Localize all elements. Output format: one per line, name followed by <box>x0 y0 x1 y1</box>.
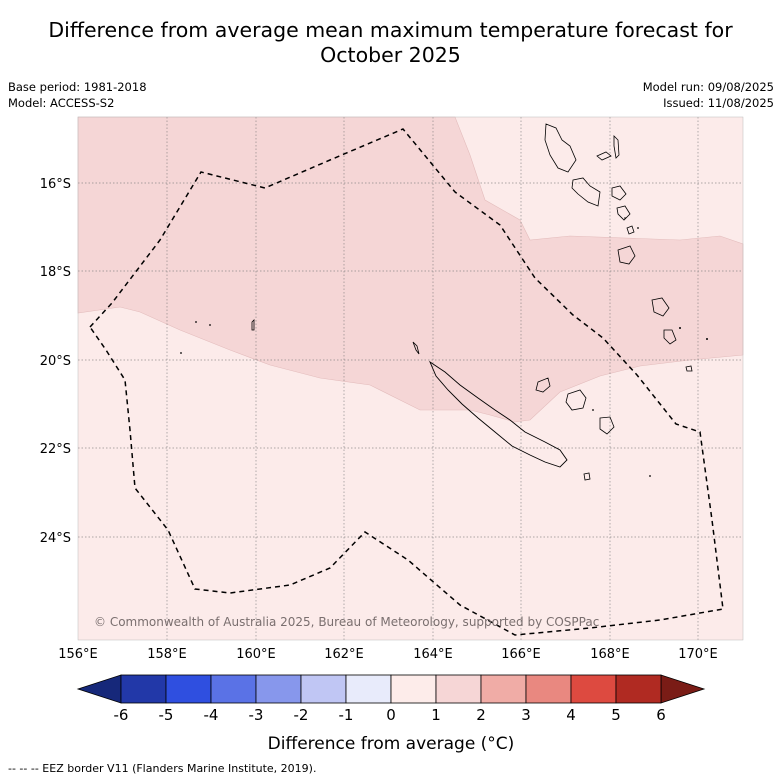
y-tick-label: 24°S <box>40 531 71 546</box>
eez-border <box>89 128 724 636</box>
colorbar-label: Difference from average (°C) <box>268 734 515 754</box>
colorbar-tick-label: 1 <box>431 706 441 724</box>
colorbar: -6 -5 -4 -3 -2 -1 0 1 2 3 4 5 6 <box>76 674 706 724</box>
y-axis-ticks: 16°S 18°S 20°S 22°S 24°S <box>40 177 71 546</box>
colorbar-cell <box>300 674 347 704</box>
y-tick-label: 20°S <box>40 354 71 369</box>
colorbar-tick-label: -4 <box>204 706 219 724</box>
mare-island <box>599 416 615 435</box>
base-period: Base period: 1981-2018 <box>8 80 147 94</box>
meta-left: Base period: 1981-2018 Model: ACCESS-S2 <box>8 79 147 111</box>
x-tick-label: 166°E <box>501 647 541 662</box>
colorbar-cell <box>255 674 302 704</box>
meta-right: Model run: 09/08/2025 Issued: 11/08/2025 <box>643 79 774 111</box>
colorbar-cell <box>615 674 662 704</box>
colorbar-tick-label: 5 <box>611 706 621 724</box>
moderate-warm-region <box>77 116 744 423</box>
erromango-island <box>617 245 636 265</box>
colorbar-cell <box>165 674 212 704</box>
x-tick-label: 168°E <box>590 647 630 662</box>
malakula-island <box>571 177 601 207</box>
colorbar-cell <box>345 674 392 704</box>
title-line-1: Difference from average mean maximum tem… <box>48 18 733 42</box>
small-island-east <box>685 365 693 372</box>
x-axis-ticks: 156°E 158°E 160°E 162°E 164°E 166°E 168°… <box>58 647 718 662</box>
map-frame <box>77 116 744 641</box>
colorbar-cell <box>435 674 482 704</box>
gridlines <box>78 117 743 640</box>
aneityum-island <box>663 329 677 345</box>
ouvea-island <box>535 377 551 393</box>
tanna-island <box>651 297 670 317</box>
colorbar-tick-label: -5 <box>159 706 174 724</box>
walpole-island <box>583 472 591 481</box>
colorbar-tick-label: -3 <box>249 706 264 724</box>
ambae-island <box>596 151 612 161</box>
colorbar-tick-label: 6 <box>656 706 666 724</box>
chart-title: Difference from average mean maximum tem… <box>0 18 781 68</box>
y-tick-label: 18°S <box>40 265 71 280</box>
x-tick-label: 158°E <box>147 647 187 662</box>
x-tick-label: 160°E <box>236 647 276 662</box>
title-line-2: October 2025 <box>320 43 461 67</box>
model-name: Model: ACCESS-S2 <box>8 96 115 110</box>
pentecost-island <box>611 185 627 201</box>
colorbar-high-extend <box>660 674 706 704</box>
chesterfield-islet <box>251 319 255 331</box>
belep-islands <box>412 341 420 355</box>
x-tick-label: 170°E <box>678 647 718 662</box>
colorbar-tick-label: 4 <box>566 706 576 724</box>
x-tick-label: 162°E <box>324 647 364 662</box>
issued-date: Issued: 11/08/2025 <box>663 96 774 110</box>
colorbar-tick-label: 0 <box>386 706 396 724</box>
colorbar-tick-label: -6 <box>114 706 129 724</box>
colorbar-cell <box>390 674 437 704</box>
colorbar-tick-label: 3 <box>521 706 531 724</box>
colorbar-cell <box>525 674 572 704</box>
colorbar-low-extend <box>76 674 122 704</box>
y-tick-label: 22°S <box>40 442 71 457</box>
y-tick-label: 16°S <box>40 177 71 192</box>
efate-island <box>626 225 635 235</box>
colorbar-cell <box>120 674 167 704</box>
colorbar-cell <box>210 674 257 704</box>
epi-island <box>616 205 631 221</box>
colorbar-tick-label: 2 <box>476 706 486 724</box>
new-caledonia-island <box>428 360 568 468</box>
colorbar-cell <box>480 674 527 704</box>
small-islets <box>180 217 708 477</box>
colorbar-tick-label: -1 <box>339 706 354 724</box>
model-run: Model run: 09/08/2025 <box>642 80 774 94</box>
copyright-note: © Commonwealth of Australia 2025, Bureau… <box>94 615 599 629</box>
colorbar-tick-label: -2 <box>294 706 309 724</box>
x-tick-label: 164°E <box>413 647 453 662</box>
eez-legend-note: -- -- -- EEZ border V11 (Flanders Marine… <box>8 762 317 775</box>
lifou-island <box>565 389 587 411</box>
colorbar-cell <box>570 674 617 704</box>
maewo-island <box>613 135 620 159</box>
x-tick-label: 156°E <box>58 647 98 662</box>
espiritu-santo-island <box>544 123 577 173</box>
